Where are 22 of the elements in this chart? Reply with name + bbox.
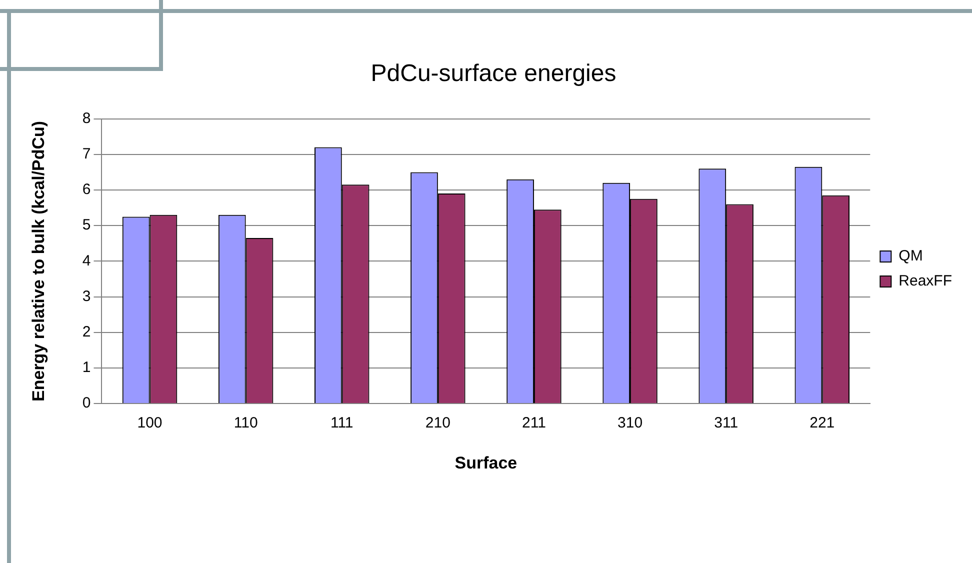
chart-title: PdCu-surface energies (370, 60, 616, 88)
y-tick-label: 3 (82, 288, 91, 305)
y-tick-label: 1 (82, 359, 91, 376)
y-tick-label: 0 (82, 394, 91, 412)
y-axis-title: Energy relative to bulk (kcal/PdCu) (28, 120, 48, 402)
y-tick-label: 2 (82, 324, 91, 341)
x-tick-label: 100 (137, 414, 162, 432)
y-tick-label: 7 (82, 146, 91, 163)
legend-label: ReaxFF (898, 272, 952, 290)
x-tick-label: 310 (618, 414, 643, 432)
x-tick-label: 210 (425, 414, 450, 432)
y-tick-label: 6 (82, 181, 91, 198)
y-tick-label: 4 (82, 252, 91, 270)
y-tick-label: 8 (82, 110, 91, 127)
x-axis-title: Surface (454, 453, 518, 472)
x-tick-label: 110 (234, 414, 258, 432)
y-tick-label: 5 (82, 216, 91, 234)
x-tick-label: 311 (714, 414, 738, 432)
legend-label: QM (898, 248, 923, 265)
x-tick-label: 111 (330, 414, 354, 432)
x-tick-label: 221 (810, 414, 835, 432)
x-tick-label: 211 (522, 414, 546, 432)
